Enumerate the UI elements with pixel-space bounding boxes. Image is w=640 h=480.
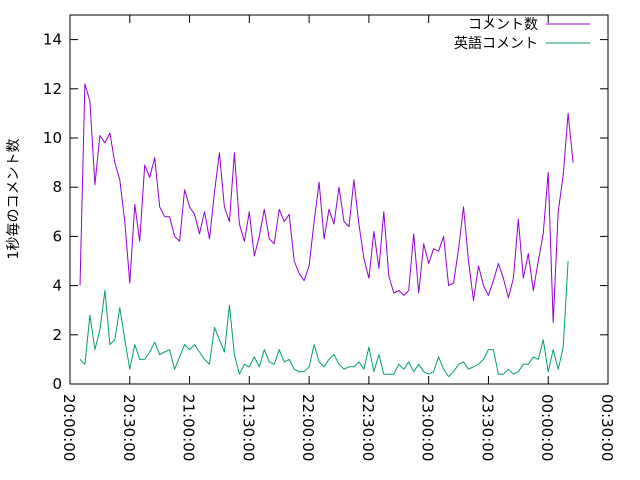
y-tick-label: 8 <box>52 178 62 196</box>
x-tick-label: 20:30:00 <box>120 394 138 461</box>
x-tick-label: 22:00:00 <box>299 394 317 461</box>
x-tick-label: 22:30:00 <box>359 394 377 461</box>
x-axis: 20:00:00 20:30:00 21:00:00 21:30:00 22:00:00… <box>60 15 616 461</box>
plot-frame <box>69 14 609 385</box>
x-tick-label: 23:00:00 <box>419 394 437 461</box>
x-tick-label: 00:30:00 <box>598 394 616 461</box>
series-line-english-comments <box>79 260 569 378</box>
legend-label-english-comments: 英語コメント <box>454 35 538 52</box>
y-tick-label: 14 <box>43 31 62 49</box>
x-tick-label: 21:30:00 <box>239 394 257 461</box>
x-tick-label: 20:00:00 <box>60 394 78 461</box>
legend: コメント数 英語コメント <box>454 17 590 52</box>
y-tick-label: 4 <box>52 277 62 295</box>
y-tick-label: 12 <box>43 80 62 98</box>
y-tick-label: 6 <box>52 227 62 245</box>
series-group <box>79 83 574 378</box>
y-tick-label: 0 <box>52 375 62 393</box>
y-tick-label: 10 <box>43 129 62 147</box>
x-tick-label: 00:00:00 <box>538 394 556 461</box>
y-axis-label: 1秒毎のコメント数 <box>6 139 22 260</box>
y-axis: 0 2 4 6 8 10 12 14 <box>43 31 608 393</box>
plot-border <box>69 14 609 385</box>
x-tick-label: 23:30:00 <box>478 394 496 461</box>
y-tick-label: 2 <box>52 326 62 344</box>
x-tick-label: 21:00:00 <box>180 394 198 461</box>
series-line-comment-count <box>79 83 574 323</box>
legend-label-comment-count: コメント数 <box>468 17 538 33</box>
